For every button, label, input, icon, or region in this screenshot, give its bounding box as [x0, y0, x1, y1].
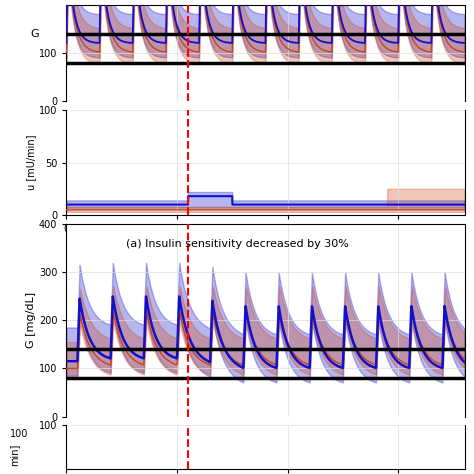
Y-axis label: G: G — [30, 28, 39, 39]
Text: min]: min] — [9, 444, 19, 466]
Y-axis label: G [mg/dL]: G [mg/dL] — [26, 292, 36, 348]
Text: 100: 100 — [9, 428, 28, 439]
X-axis label: Time [hr]: Time [hr] — [233, 237, 298, 250]
Y-axis label: u [mU/min]: u [mU/min] — [26, 135, 36, 190]
Text: (a) Insulin sensitivity decreased by 30%: (a) Insulin sensitivity decreased by 30% — [126, 239, 348, 249]
